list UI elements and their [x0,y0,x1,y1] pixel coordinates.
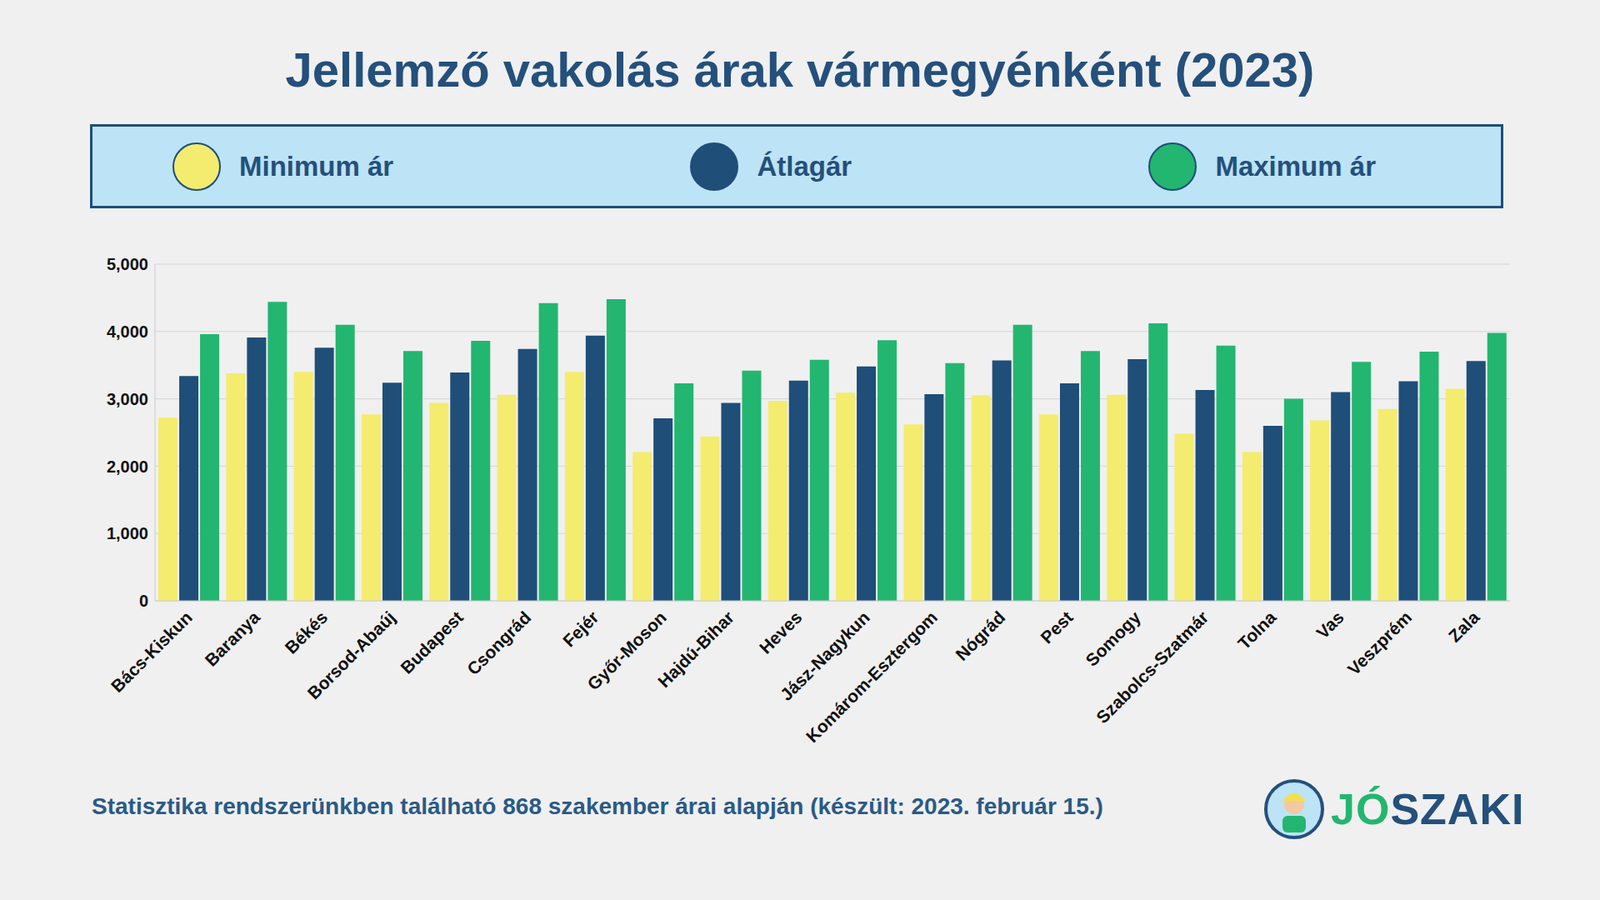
svg-text:Vas: Vas [1312,607,1348,643]
html-text:Jellemző vakolás árak vármegyé: Jellemző vakolás árak vármegyénként (202… [285,42,1315,97]
html-text:Átlagár: Átlagár [757,150,852,182]
svg-text:Bács-Kiskun: Bács-Kiskun [107,607,196,696]
svg-text:1,000: 1,000 [106,524,149,543]
svg-text:Győr-Moson: Győr-Moson [583,607,670,694]
svg-text:Veszprém: Veszprém [1344,607,1416,680]
html-text:Maximum ár: Maximum ár [1215,150,1376,182]
svg-text:Pest: Pest [1036,607,1077,648]
html-text:Minimum ár: Minimum ár [239,150,394,182]
svg-text:Hajdú-Bihar: Hajdú-Bihar [654,607,738,691]
svg-text:Budapest: Budapest [396,607,467,678]
svg-text:Fejér: Fejér [559,607,603,651]
svg-text:0: 0 [139,591,149,610]
svg-text:Baranya: Baranya [200,607,264,670]
svg-text:Komárom-Esztergom: Komárom-Esztergom [802,607,941,746]
svg-text:Szabolcs-Szatmár: Szabolcs-Szatmár [1092,607,1212,727]
svg-text:Tolna: Tolna [1234,607,1280,654]
svg-text:Nógrád: Nógrád [951,607,1009,665]
svg-text:5,000: 5,000 [106,255,149,274]
svg-text:4,000: 4,000 [106,322,149,341]
svg-text:3,000: 3,000 [106,390,149,409]
svg-text:Csongrád: Csongrád [463,607,535,680]
html-text:JÓ SZAKI: JÓ SZAKI [1330,785,1525,834]
svg-text:Heves: Heves [755,607,805,658]
svg-text:Békés: Békés [280,607,331,658]
html-text:Statisztika rendszerünkben tal: Statisztika rendszerünkben található 868… [91,793,1104,820]
svg-text:Borsod-Abaúj: Borsod-Abaúj [303,607,399,703]
svg-text:Somogy: Somogy [1081,607,1145,670]
svg-text:Jász-Nagykun: Jász-Nagykun [776,607,874,705]
svg-text:Zala: Zala [1444,607,1483,646]
svg-text:2,000: 2,000 [106,457,149,476]
